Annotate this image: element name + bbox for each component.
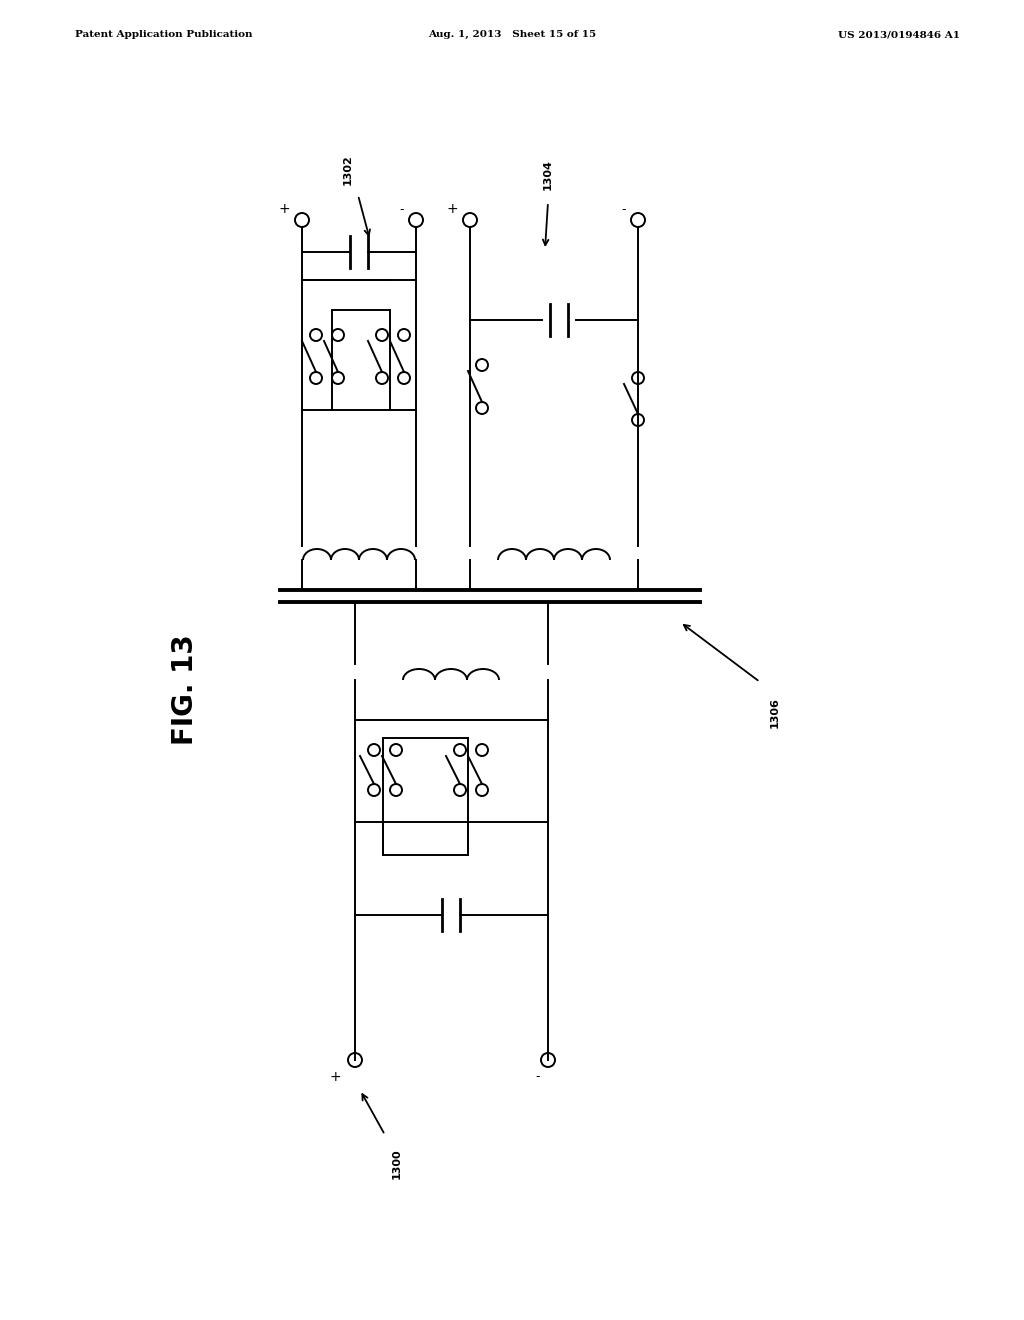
Text: FIG. 13: FIG. 13 bbox=[171, 635, 199, 746]
Text: 1304: 1304 bbox=[543, 160, 553, 190]
Text: 1302: 1302 bbox=[343, 154, 353, 185]
Text: +: + bbox=[279, 202, 290, 216]
Text: 1300: 1300 bbox=[392, 1148, 402, 1179]
Text: -: - bbox=[399, 203, 404, 216]
Text: 1306: 1306 bbox=[770, 697, 780, 727]
Text: +: + bbox=[329, 1071, 341, 1084]
Text: US 2013/0194846 A1: US 2013/0194846 A1 bbox=[838, 30, 961, 40]
Text: +: + bbox=[446, 202, 458, 216]
Text: Patent Application Publication: Patent Application Publication bbox=[75, 30, 253, 40]
Text: Aug. 1, 2013   Sheet 15 of 15: Aug. 1, 2013 Sheet 15 of 15 bbox=[428, 30, 596, 40]
Text: -: - bbox=[622, 203, 627, 216]
Text: -: - bbox=[536, 1071, 541, 1082]
